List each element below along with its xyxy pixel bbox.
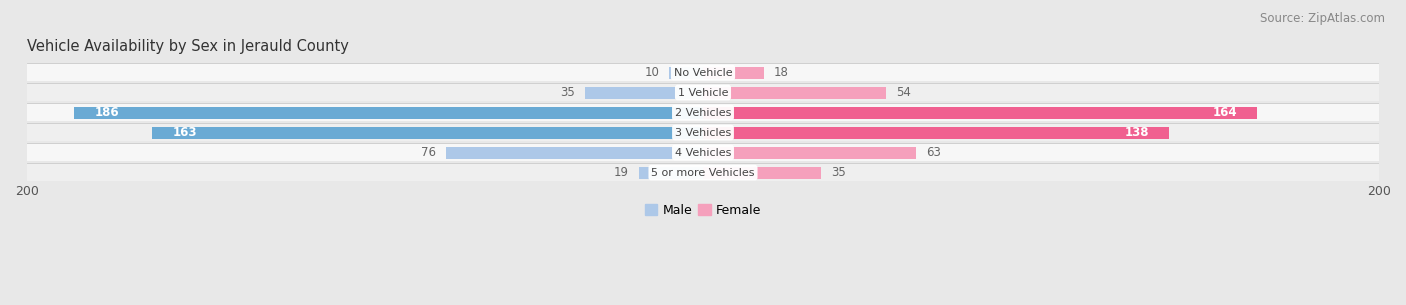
- Text: 54: 54: [896, 86, 911, 99]
- Text: 1 Vehicle: 1 Vehicle: [678, 88, 728, 98]
- Text: No Vehicle: No Vehicle: [673, 67, 733, 77]
- Text: 35: 35: [560, 86, 575, 99]
- Bar: [27, 124, 1379, 142]
- Text: 138: 138: [1125, 126, 1149, 139]
- Text: 76: 76: [420, 146, 436, 159]
- Text: 63: 63: [927, 146, 941, 159]
- Text: 5 or more Vehicles: 5 or more Vehicles: [651, 168, 755, 178]
- Bar: [75, 106, 703, 119]
- Text: 3 Vehicles: 3 Vehicles: [675, 127, 731, 138]
- Bar: [27, 64, 1379, 81]
- Bar: [446, 147, 703, 159]
- Bar: [152, 127, 703, 138]
- Text: 2 Vehicles: 2 Vehicles: [675, 108, 731, 117]
- Bar: [27, 84, 1379, 101]
- Bar: [703, 106, 1257, 119]
- Bar: [27, 164, 1379, 181]
- Bar: [27, 144, 1379, 161]
- Bar: [669, 66, 703, 78]
- Bar: [703, 167, 821, 179]
- Bar: [585, 87, 703, 99]
- Bar: [638, 167, 703, 179]
- Legend: Male, Female: Male, Female: [640, 199, 766, 222]
- Bar: [703, 66, 763, 78]
- Text: 164: 164: [1212, 106, 1237, 119]
- Text: 186: 186: [94, 106, 120, 119]
- Text: 18: 18: [773, 66, 789, 79]
- Text: 4 Vehicles: 4 Vehicles: [675, 148, 731, 158]
- Text: 163: 163: [173, 126, 197, 139]
- Text: 10: 10: [644, 66, 659, 79]
- Text: 19: 19: [613, 166, 628, 179]
- Text: Vehicle Availability by Sex in Jerauld County: Vehicle Availability by Sex in Jerauld C…: [27, 39, 349, 54]
- Text: Source: ZipAtlas.com: Source: ZipAtlas.com: [1260, 12, 1385, 25]
- Bar: [703, 127, 1170, 138]
- Bar: [703, 147, 915, 159]
- Bar: [27, 104, 1379, 121]
- Text: 35: 35: [831, 166, 846, 179]
- Bar: [703, 87, 886, 99]
